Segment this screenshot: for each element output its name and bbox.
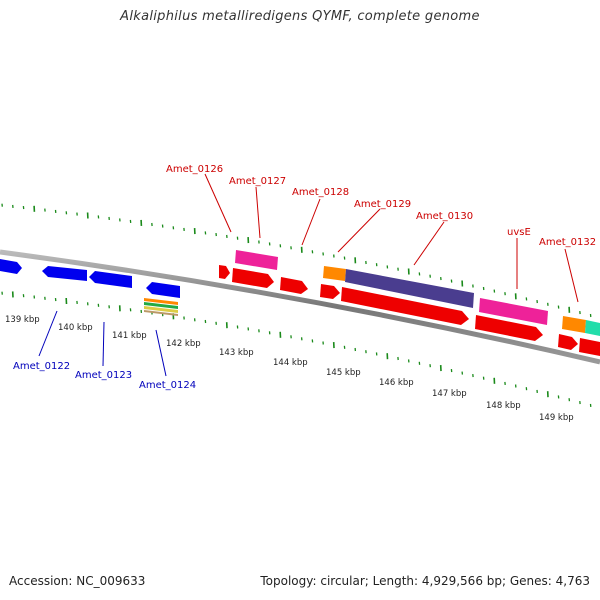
- accession-label: Accession: NC_009633: [9, 574, 146, 588]
- gene-feature[interactable]: [280, 277, 308, 294]
- forward-strand-genes-row1: [235, 250, 600, 336]
- gene-feature[interactable]: [146, 282, 180, 298]
- gene-label-amet-0124[interactable]: Amet_0124: [139, 380, 196, 391]
- reverse-strand-genes: [0, 259, 180, 298]
- kbp-label: 147 kbp: [432, 389, 467, 399]
- gene-feature[interactable]: [232, 268, 274, 288]
- forward-gene-labels: Amet_0126 Amet_0127 Amet_0128 Amet_0129 …: [166, 164, 596, 303]
- gene-label-amet-0128[interactable]: Amet_0128: [292, 187, 349, 198]
- kbp-label: 149 kbp: [539, 413, 574, 423]
- forward-strand-genes-row2: [219, 265, 600, 356]
- kbp-label: 140 kbp: [58, 323, 93, 333]
- gene-feature[interactable]: [323, 266, 346, 281]
- gene-feature[interactable]: [585, 320, 600, 336]
- gene-feature[interactable]: [579, 338, 600, 356]
- rna-feature-stack: [144, 298, 178, 316]
- kbp-label: 146 kbp: [379, 378, 414, 388]
- gene-label-amet-0126[interactable]: Amet_0126: [166, 164, 223, 175]
- inner-scale-ticks: [1, 291, 592, 407]
- gene-feature[interactable]: [235, 250, 278, 270]
- gene-label-amet-0129[interactable]: Amet_0129: [354, 199, 411, 210]
- gene-feature[interactable]: [219, 265, 230, 279]
- gene-feature[interactable]: [89, 271, 132, 288]
- gene-feature[interactable]: [341, 287, 469, 325]
- gene-feature[interactable]: [475, 315, 543, 341]
- gene-label-amet-0127[interactable]: Amet_0127: [229, 176, 286, 187]
- kbp-label: 142 kbp: [166, 339, 201, 349]
- kbp-label: 145 kbp: [326, 368, 361, 378]
- gene-feature[interactable]: [42, 266, 87, 281]
- gene-label-amet-0122[interactable]: Amet_0122: [13, 361, 70, 372]
- kbp-label: 141 kbp: [112, 331, 147, 341]
- gene-feature[interactable]: [345, 269, 474, 308]
- gene-label-amet-0130[interactable]: Amet_0130: [416, 211, 473, 222]
- kbp-label: 143 kbp: [219, 348, 254, 358]
- kbp-scale-labels: 139 kbp 140 kbp 141 kbp 142 kbp 143 kbp …: [5, 315, 574, 423]
- genome-title: Alkaliphilus metalliredigens QYMF, compl…: [120, 9, 480, 24]
- gene-feature[interactable]: [558, 334, 578, 350]
- kbp-label: 148 kbp: [486, 401, 521, 411]
- gene-feature[interactable]: [0, 259, 22, 274]
- gene-label-amet-0132[interactable]: Amet_0132: [539, 237, 596, 248]
- reverse-gene-labels: Amet_0122 Amet_0123 Amet_0124: [13, 310, 196, 391]
- genome-backbone: [0, 249, 600, 365]
- gene-feature[interactable]: [320, 284, 340, 299]
- kbp-label: 139 kbp: [5, 315, 40, 325]
- gene-feature[interactable]: [479, 298, 548, 325]
- topology-summary: Topology: circular; Length: 4,929,566 bp…: [260, 574, 590, 588]
- gene-label-amet-0123[interactable]: Amet_0123: [75, 370, 132, 381]
- kbp-label: 144 kbp: [273, 358, 308, 368]
- gene-label-uvse[interactable]: uvsE: [507, 227, 531, 238]
- gene-feature[interactable]: [562, 316, 586, 333]
- outer-scale-ticks: [1, 203, 592, 318]
